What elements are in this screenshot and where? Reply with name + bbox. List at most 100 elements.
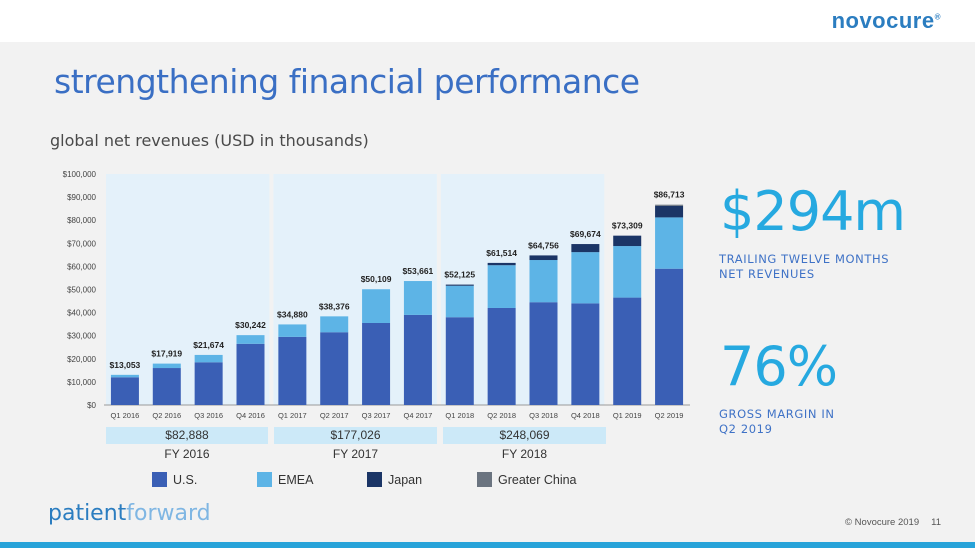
bar-segment-emea bbox=[236, 335, 265, 344]
legend-item-greater-china: Greater China bbox=[477, 472, 607, 487]
legend-label-greater-china: Greater China bbox=[498, 472, 577, 487]
bar-total-label: $53,661 bbox=[403, 266, 434, 276]
x-tick-label: Q2 2018 bbox=[487, 411, 516, 420]
ttm-revenue-metric: $294m bbox=[720, 180, 906, 243]
y-tick-label: $40,000 bbox=[67, 309, 96, 318]
bar-segment-emea bbox=[529, 260, 558, 303]
fy2016-total: $82,888 bbox=[106, 427, 268, 444]
x-tick-label: Q1 2016 bbox=[111, 411, 140, 420]
bar-segment-u-s- bbox=[613, 297, 642, 405]
bar-segment-u-s- bbox=[110, 377, 139, 405]
bar-total-label: $86,713 bbox=[654, 190, 685, 200]
legend-swatch-emea bbox=[257, 472, 272, 487]
bar-segment-u-s- bbox=[362, 322, 391, 405]
y-tick-label: $90,000 bbox=[67, 193, 96, 202]
bar-segment-japan bbox=[613, 235, 642, 247]
y-tick-label: $50,000 bbox=[67, 286, 96, 295]
chart-subtitle: global net revenues (USD in thousands) bbox=[50, 131, 369, 150]
bar-segment-u-s- bbox=[320, 332, 349, 405]
bar-segment-u-s- bbox=[571, 303, 600, 405]
x-tick-label: Q1 2018 bbox=[445, 411, 474, 420]
bar-segment-emea bbox=[403, 281, 432, 315]
gross-margin-caption: GROSS MARGIN IN Q2 2019 bbox=[719, 407, 835, 437]
bar-segment-japan bbox=[487, 262, 516, 266]
bar-segment-emea bbox=[278, 324, 307, 337]
novocure-logo: novocure® bbox=[831, 8, 941, 33]
legend-swatch-greater-china bbox=[477, 472, 492, 487]
bar-segment-emea bbox=[445, 285, 474, 318]
bar-segment-emea bbox=[613, 246, 642, 298]
bar-segment-u-s- bbox=[403, 314, 432, 405]
bottom-accent-bar bbox=[0, 542, 975, 548]
bar-segment-u-s- bbox=[278, 336, 307, 405]
fy2017-label: FY 2017 bbox=[332, 447, 379, 461]
x-tick-label: Q2 2017 bbox=[320, 411, 349, 420]
legend-swatch-japan bbox=[367, 472, 382, 487]
gm-caption-line2: Q2 2019 bbox=[719, 422, 773, 436]
bar-segment-u-s- bbox=[445, 317, 474, 405]
bar-segment-u-s- bbox=[487, 307, 516, 405]
gross-margin-metric: 76% bbox=[720, 335, 838, 398]
bar-segment-emea bbox=[152, 363, 181, 369]
legend-label-japan: Japan bbox=[388, 472, 423, 487]
patientforward-logo: patientforward bbox=[48, 501, 211, 526]
bar-segment-emea bbox=[362, 289, 391, 323]
ttm-caption-line1: TRAILING TWELVE MONTHS bbox=[719, 252, 890, 266]
y-tick-label: $60,000 bbox=[67, 262, 96, 271]
y-tick-label: $70,000 bbox=[67, 239, 96, 248]
y-tick-label: $0 bbox=[87, 401, 96, 410]
bar-segment-emea bbox=[194, 354, 223, 363]
bar-segment-emea bbox=[571, 252, 600, 304]
bar-total-label: $52,125 bbox=[444, 270, 475, 280]
legend-item-emea: EMEA bbox=[257, 472, 367, 487]
bar-segment-japan bbox=[571, 244, 600, 253]
x-tick-label: Q4 2016 bbox=[236, 411, 265, 420]
bar-segment-japan bbox=[655, 205, 684, 218]
fy2018-label: FY 2018 bbox=[501, 447, 548, 461]
bar-segment-u-s- bbox=[655, 268, 684, 405]
copyright-text: © Novocure 2019 11 bbox=[845, 517, 941, 528]
y-tick-label: $20,000 bbox=[67, 355, 96, 364]
x-tick-label: Q1 2019 bbox=[613, 411, 642, 420]
bar-segment-japan bbox=[529, 255, 558, 261]
bar-segment-u-s- bbox=[236, 343, 265, 405]
ttm-caption-line2: NET REVENUES bbox=[719, 267, 815, 281]
x-tick-label: Q4 2017 bbox=[404, 411, 433, 420]
bar-segment-u-s- bbox=[152, 368, 181, 405]
bar-total-label: $69,674 bbox=[570, 229, 601, 239]
y-tick-label: $100,000 bbox=[63, 170, 97, 179]
fy2018-total: $248,069 bbox=[443, 427, 606, 444]
bar-segment-u-s- bbox=[529, 302, 558, 405]
bar-total-label: $13,053 bbox=[110, 360, 141, 370]
x-tick-label: Q2 2016 bbox=[152, 411, 181, 420]
bar-total-label: $17,919 bbox=[151, 349, 182, 359]
bar-segment-emea bbox=[320, 316, 349, 333]
legend-item-us: U.S. bbox=[152, 472, 257, 487]
bar-total-label: $38,376 bbox=[319, 301, 350, 311]
legend-item-japan: Japan bbox=[367, 472, 477, 487]
fy2017-total: $177,026 bbox=[274, 427, 437, 444]
y-tick-label: $30,000 bbox=[67, 332, 96, 341]
bar-segment-u-s- bbox=[194, 362, 223, 405]
legend-swatch-us bbox=[152, 472, 167, 487]
y-tick-label: $80,000 bbox=[67, 216, 96, 225]
bar-segment-greater-china bbox=[655, 204, 684, 206]
fy2016-label: FY 2016 bbox=[164, 447, 210, 461]
x-tick-label: Q3 2017 bbox=[362, 411, 391, 420]
gm-caption-line1: GROSS MARGIN IN bbox=[719, 407, 835, 421]
x-tick-label: Q3 2016 bbox=[194, 411, 223, 420]
bar-total-label: $64,756 bbox=[528, 240, 559, 250]
bar-total-label: $73,309 bbox=[612, 221, 643, 231]
legend-label-emea: EMEA bbox=[278, 472, 314, 487]
bar-total-label: $34,880 bbox=[277, 309, 308, 319]
bar-total-label: $30,242 bbox=[235, 320, 266, 330]
x-tick-label: Q3 2018 bbox=[529, 411, 558, 420]
x-tick-label: Q4 2018 bbox=[571, 411, 600, 420]
bar-segment-japan bbox=[445, 284, 474, 286]
x-tick-label: Q1 2017 bbox=[278, 411, 307, 420]
bar-segment-emea bbox=[110, 374, 139, 378]
bar-segment-emea bbox=[487, 265, 516, 308]
ttm-revenue-caption: TRAILING TWELVE MONTHS NET REVENUES bbox=[719, 252, 889, 282]
page-title: strengthening financial performance bbox=[54, 62, 640, 101]
